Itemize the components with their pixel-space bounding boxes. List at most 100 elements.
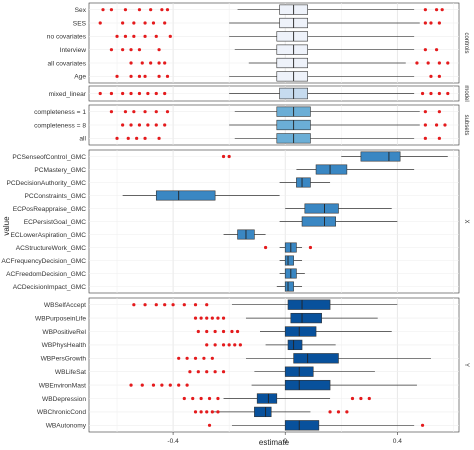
outlier-point	[168, 34, 172, 38]
outlier-point	[143, 74, 147, 78]
outlier-point	[426, 61, 430, 65]
outlier-point	[227, 343, 231, 347]
box	[296, 177, 311, 188]
box-row	[279, 255, 303, 266]
outlier-point	[345, 410, 349, 414]
outlier-point	[185, 356, 189, 360]
box-row	[109, 44, 439, 55]
outlier-point	[109, 8, 114, 12]
box-row	[221, 151, 448, 162]
outlier-point	[140, 61, 144, 65]
box	[315, 164, 348, 175]
y-tick-label: WBLifeSat	[55, 369, 86, 376]
outlier-point	[423, 110, 427, 114]
box	[256, 393, 278, 404]
outlier-point	[221, 154, 226, 159]
outlier-point	[359, 396, 363, 401]
box-row	[196, 326, 392, 337]
outlier-point	[221, 329, 226, 334]
outlier-point	[151, 21, 156, 25]
outlier-point	[429, 91, 433, 96]
outlier-point	[115, 136, 119, 140]
y-tick-label: PCSenseofControl_GMC	[12, 154, 86, 161]
outlier-point	[336, 410, 341, 414]
box-row	[122, 190, 280, 201]
outlier-point	[199, 410, 203, 414]
y-tick-label: all	[79, 136, 86, 143]
x-axis-title: estimate	[259, 438, 290, 447]
y-tick-label: completeness = 1	[34, 109, 86, 116]
outlier-point	[423, 21, 427, 25]
y-tick-label: Interview	[60, 47, 87, 54]
box	[276, 57, 308, 69]
outlier-point	[132, 303, 136, 307]
outlier-point	[154, 34, 158, 38]
y-axis-title: value	[2, 216, 11, 236]
outlier-point	[440, 8, 444, 12]
box	[360, 151, 401, 162]
outlier-point	[443, 123, 447, 127]
outlier-point	[137, 74, 142, 78]
outlier-point	[210, 316, 214, 320]
outlier-point	[126, 136, 130, 140]
outlier-point	[163, 61, 167, 65]
y-tick-label: WBSelfAccept	[44, 302, 86, 309]
outlier-point	[137, 48, 142, 52]
outlier-point	[98, 21, 102, 25]
y-tick-label: WBPositiveRel	[42, 329, 86, 336]
outlier-point	[434, 48, 439, 52]
box-row	[98, 17, 441, 29]
y-tick-label: ACStructureWork_GMC	[16, 245, 86, 252]
outlier-point	[199, 316, 203, 320]
box-row	[223, 229, 266, 240]
outlier-point	[182, 303, 186, 307]
y-tick-label: ECPosReappraise_GMC	[13, 206, 87, 213]
box-row	[129, 57, 450, 69]
outlier-point	[171, 303, 175, 307]
box	[155, 190, 216, 201]
outlier-point	[221, 370, 226, 374]
outlier-point	[143, 110, 147, 114]
y-tick-labels: Sex SES no covariates Interview all covariat…	[1, 7, 86, 430]
x-tick-label: 0.4	[393, 438, 402, 445]
outlier-point	[143, 136, 147, 140]
grid	[88, 2, 460, 433]
outlier-point	[115, 34, 119, 38]
outlier-point	[109, 91, 114, 96]
y-tick-label: WBEnvironMast	[39, 382, 86, 389]
box-row	[279, 216, 398, 227]
outlier-point	[205, 316, 209, 320]
box	[254, 406, 272, 418]
box	[287, 299, 331, 310]
panel-subsets	[109, 106, 447, 144]
outlier-point	[446, 61, 450, 65]
outlier-point	[123, 110, 128, 114]
y-tick-label: Age	[74, 74, 86, 81]
box	[284, 420, 320, 431]
box-row	[182, 393, 371, 404]
outlier-point	[213, 329, 217, 334]
outlier-point	[263, 245, 268, 250]
box	[290, 312, 322, 324]
facet-strips: controls model subsets X Y	[460, 3, 473, 432]
outlier-point	[129, 383, 133, 387]
outlier-point	[423, 123, 427, 127]
outlier-point	[429, 21, 433, 25]
outlier-point	[157, 61, 161, 65]
y-tick-label: SES	[73, 20, 87, 27]
outlier-point	[109, 48, 114, 52]
x-axis: -0.4 0 0.4	[167, 432, 402, 445]
outlier-point	[121, 91, 125, 96]
outlier-point	[121, 48, 125, 52]
outlier-point	[233, 343, 237, 347]
strip-label: model	[463, 85, 469, 101]
y-tick-label: ACFreedomDecision_GMC	[6, 271, 86, 278]
outlier-point	[109, 110, 114, 114]
outlier-point	[199, 396, 203, 401]
outlier-point	[123, 34, 128, 38]
outlier-point	[205, 303, 209, 307]
y-tick-label: ECPersistGoal_GMC	[24, 219, 87, 226]
outlier-point	[163, 21, 167, 25]
panel-frame	[88, 2, 460, 84]
outlier-point	[177, 383, 181, 387]
